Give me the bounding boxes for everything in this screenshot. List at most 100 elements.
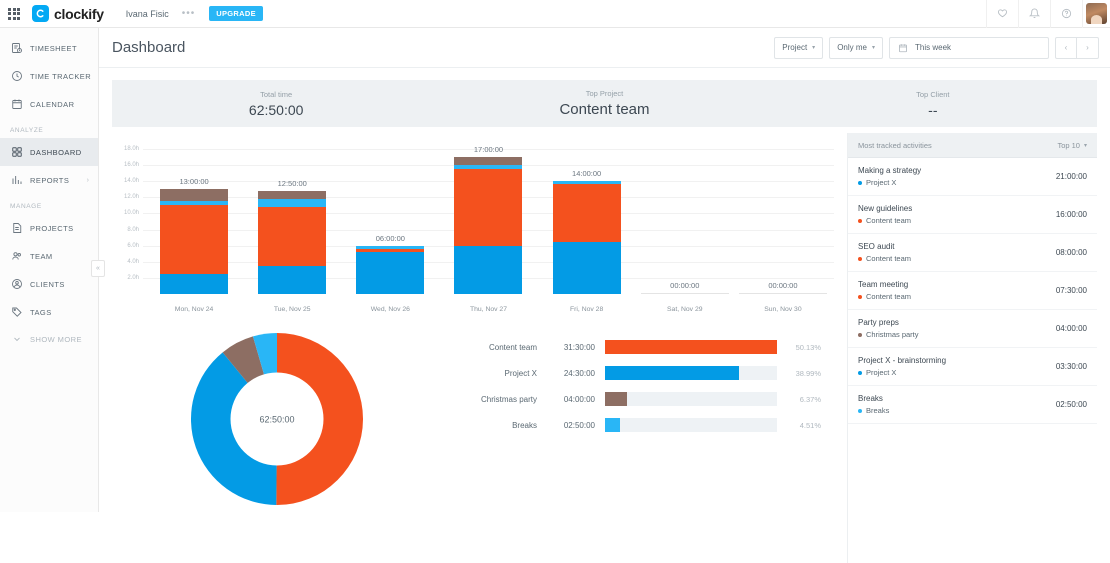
dashboard-icon bbox=[10, 146, 23, 159]
bar-segment bbox=[160, 273, 229, 294]
activity-row[interactable]: Party preps Christmas party 04:00:00 bbox=[848, 310, 1097, 348]
project-duration: 24:30:00 bbox=[563, 368, 595, 378]
team-icon bbox=[10, 250, 23, 263]
bar-column[interactable]: 00:00:00 bbox=[636, 149, 734, 294]
help-icon[interactable] bbox=[1050, 0, 1082, 28]
project-bar-fill bbox=[605, 418, 621, 432]
activity-duration: 03:30:00 bbox=[1055, 362, 1087, 371]
bar-column[interactable]: 17:00:00 bbox=[439, 145, 537, 294]
bar-total-label: 13:00:00 bbox=[179, 177, 209, 187]
bar-segment bbox=[258, 198, 327, 207]
project-bar-track bbox=[605, 392, 777, 406]
activity-row[interactable]: Breaks Breaks 02:50:00 bbox=[848, 386, 1097, 424]
bar-column[interactable]: 12:50:00 bbox=[243, 149, 341, 294]
donut-center-total: 62:50:00 bbox=[230, 372, 324, 466]
project-name: Content team bbox=[488, 342, 537, 352]
activity-info: Breaks Breaks bbox=[858, 394, 1056, 415]
project-row[interactable]: Christmas party 04:00:00 6.37% bbox=[442, 389, 834, 409]
project-duration: 02:50:00 bbox=[563, 420, 595, 430]
project-row[interactable]: Project X 24:30:00 38.99% bbox=[442, 363, 834, 383]
project-color-dot-icon bbox=[858, 408, 862, 413]
sidebar-item-timesheet[interactable]: TIMESHEET bbox=[0, 34, 98, 62]
x-axis-tick-label: Wed, Nov 26 bbox=[370, 306, 410, 313]
sidebar-show-more-button[interactable]: SHOW MORE bbox=[0, 326, 98, 352]
project-row[interactable]: Content team 31:30:00 50.13% bbox=[442, 337, 834, 357]
avatar[interactable] bbox=[1082, 0, 1110, 28]
sidebar-item-reports[interactable]: REPORTS › bbox=[0, 166, 98, 194]
project-filter-label: Project bbox=[782, 43, 808, 52]
sidebar-item-calendar[interactable]: CALENDAR bbox=[0, 90, 98, 118]
activity-project: Christmas party bbox=[858, 330, 1056, 339]
activity-row[interactable]: Team meeting Content team 07:30:00 bbox=[848, 272, 1097, 310]
sidebar-item-time-tracker[interactable]: TIME TRACKER bbox=[0, 62, 98, 90]
next-period-button[interactable]: › bbox=[1077, 36, 1099, 59]
activity-project: Content team bbox=[858, 254, 1056, 263]
activity-row[interactable]: New guidelines Content team 16:00:00 bbox=[848, 196, 1097, 234]
brand-logo[interactable]: clockify bbox=[32, 5, 104, 22]
upgrade-button[interactable]: UPGRADE bbox=[209, 6, 263, 21]
sidebar-item-label: REPORTS bbox=[30, 175, 70, 185]
apps-grid-icon[interactable] bbox=[0, 0, 28, 28]
bar-column[interactable]: 06:00:00 bbox=[341, 149, 439, 294]
bar-segment bbox=[454, 245, 523, 294]
y-axis-tick-label: 2.0h bbox=[127, 274, 139, 281]
prev-period-button[interactable]: ‹ bbox=[1055, 36, 1077, 59]
project-name: Project X bbox=[504, 368, 537, 378]
heart-icon[interactable] bbox=[986, 0, 1018, 28]
activity-title: Team meeting bbox=[858, 280, 909, 289]
overflow-menu-icon[interactable]: ••• bbox=[181, 8, 196, 19]
sidebar-item-tags[interactable]: TAGS bbox=[0, 298, 98, 326]
clients-icon bbox=[10, 278, 23, 291]
activity-info: New guidelines Content team bbox=[858, 204, 1056, 225]
project-color-dot-icon bbox=[858, 256, 862, 261]
sidebar-item-label: TEAM bbox=[30, 251, 53, 261]
bell-icon[interactable] bbox=[1018, 0, 1050, 28]
bar-segment bbox=[258, 206, 327, 266]
chart-gridline bbox=[143, 149, 834, 150]
sidebar-section-manage: MANAGE bbox=[10, 203, 42, 210]
bar-stack bbox=[356, 245, 425, 294]
sidebar-section-analyze: ANALYZE bbox=[10, 127, 44, 134]
dashboard-body: 2.0h 4.0h 6.0h 8.0h 10.0h 12.0h 14.0h 16.0h 18.0… bbox=[99, 133, 1110, 563]
project-name: Breaks bbox=[512, 420, 537, 430]
sidebar-item-projects[interactable]: PROJECTS bbox=[0, 214, 98, 242]
project-percentage: 6.37% bbox=[799, 394, 821, 404]
activity-duration: 08:00:00 bbox=[1055, 248, 1087, 257]
summary-top-project: Top Project Content team bbox=[440, 89, 768, 118]
date-range-picker[interactable]: This week bbox=[889, 36, 1049, 59]
chevron-down-icon bbox=[10, 333, 23, 346]
y-axis-tick-label: 8.0h bbox=[127, 226, 139, 233]
activity-row[interactable]: Making a strategy Project X 21:00:00 bbox=[848, 158, 1097, 196]
user-filter-button[interactable]: Only me ▾ bbox=[829, 36, 883, 59]
sidebar-collapse-button[interactable]: « bbox=[91, 260, 105, 277]
project-percentage: 50.13% bbox=[795, 342, 821, 352]
activity-row[interactable]: Project X - brainstorming Project X 03:30:… bbox=[848, 348, 1097, 386]
bar-segment bbox=[356, 252, 425, 294]
bar-column[interactable]: 14:00:00 bbox=[538, 149, 636, 294]
y-axis-tick-label: 18.0h bbox=[123, 146, 139, 152]
main-content: Dashboard Project ▾ Only me ▾ This week bbox=[99, 28, 1110, 563]
sidebar-item-team[interactable]: TEAM bbox=[0, 242, 98, 270]
activity-row[interactable]: SEO audit Content team 08:00:00 bbox=[848, 234, 1097, 272]
workspace-user-name[interactable]: Ivana Fisic bbox=[125, 8, 169, 19]
bar-segment bbox=[454, 157, 523, 166]
bar-column[interactable]: 13:00:00 bbox=[145, 149, 243, 294]
activity-title: Project X - brainstorming bbox=[858, 356, 947, 365]
summary-value: 62:50:00 bbox=[248, 101, 304, 118]
project-row[interactable]: Breaks 02:50:00 4.51% bbox=[442, 415, 834, 435]
bar-column[interactable]: 00:00:00 bbox=[734, 149, 832, 294]
sidebar: TIMESHEET TIME TRACKER CALENDAR ANALYZE bbox=[0, 28, 105, 512]
sidebar-item-label: TAGS bbox=[30, 307, 52, 317]
bar-stack bbox=[160, 189, 229, 294]
sidebar-item-dashboard[interactable]: DASHBOARD bbox=[0, 138, 98, 166]
project-breakdown-section: 62:50:00 Content team 31:30:00 50.13% Proje… bbox=[112, 329, 834, 505]
sidebar-item-clients[interactable]: CLIENTS bbox=[0, 270, 98, 298]
activity-project: Project X bbox=[858, 368, 1056, 377]
project-filter-button[interactable]: Project ▾ bbox=[774, 36, 824, 59]
bar-stack bbox=[258, 190, 327, 294]
activities-top-selector[interactable]: Top 10 ▾ bbox=[1057, 141, 1087, 150]
activity-info: Party preps Christmas party bbox=[858, 318, 1056, 339]
bar-total-label: 00:00:00 bbox=[768, 281, 798, 290]
top-bar-actions bbox=[986, 0, 1110, 28]
activity-project-name: Content team bbox=[866, 254, 912, 263]
